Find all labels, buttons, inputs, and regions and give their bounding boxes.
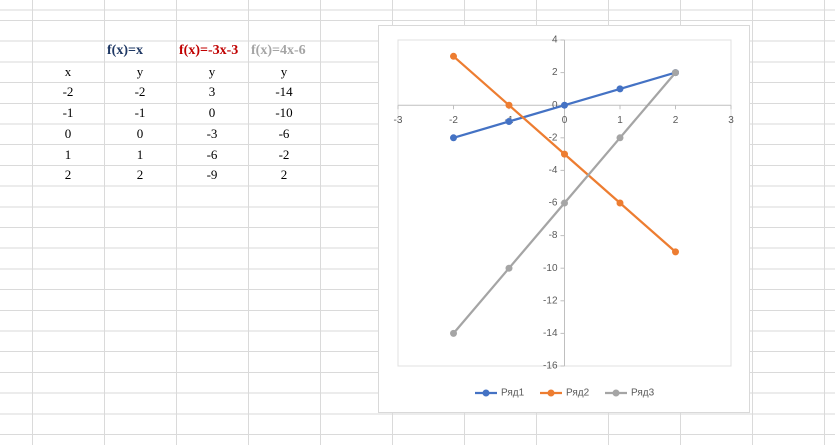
column-label: y bbox=[136, 63, 144, 79]
column-label: y bbox=[208, 63, 216, 79]
data-point bbox=[561, 101, 568, 109]
table-cell: -2 bbox=[62, 84, 74, 100]
table-cell: 1 bbox=[64, 146, 72, 162]
legend-label: Ряд3 bbox=[631, 388, 655, 399]
table-cell: -2 bbox=[278, 146, 290, 162]
x-tick-label: 0 bbox=[562, 115, 568, 126]
legend-marker bbox=[547, 389, 555, 397]
data-point bbox=[450, 134, 457, 142]
column-header: f(x)=4x-6 bbox=[251, 43, 306, 58]
table-cell: 2 bbox=[280, 167, 288, 183]
table-cell: -6 bbox=[278, 125, 290, 141]
table-cell: -6 bbox=[206, 146, 218, 162]
data-point bbox=[616, 199, 624, 207]
table-cell: -2 bbox=[134, 84, 146, 100]
table-cell: 2 bbox=[136, 167, 144, 183]
data-point bbox=[450, 329, 457, 337]
table-cell: 0 bbox=[136, 125, 144, 141]
data-point bbox=[616, 134, 624, 142]
data-point bbox=[616, 85, 624, 93]
y-tick-label: -14 bbox=[543, 328, 558, 339]
x-tick-label: -3 bbox=[394, 115, 403, 126]
table-cell: -9 bbox=[206, 167, 218, 183]
y-tick-label: -8 bbox=[549, 230, 558, 241]
data-point bbox=[505, 264, 513, 272]
column-label: y bbox=[280, 63, 288, 79]
y-tick-label: -10 bbox=[543, 263, 558, 274]
table-cell: 2 bbox=[64, 167, 72, 183]
y-tick-label: 4 bbox=[552, 35, 558, 46]
table-cell: 1 bbox=[136, 146, 144, 162]
y-tick-label: 0 bbox=[552, 100, 558, 111]
table-cell: 0 bbox=[64, 125, 72, 141]
legend-label: Ряд2 bbox=[566, 388, 590, 399]
chart: -16-14-12-10-8-6-4-2024-3-2-10123Ряд1Ряд… bbox=[378, 25, 750, 413]
data-point bbox=[672, 248, 679, 256]
data-point bbox=[450, 52, 457, 60]
data-point bbox=[505, 118, 513, 125]
data-point bbox=[561, 199, 568, 207]
y-tick-label: -2 bbox=[549, 132, 558, 143]
legend-marker bbox=[482, 389, 490, 397]
y-tick-label: 2 bbox=[552, 67, 558, 78]
table-cell: -10 bbox=[275, 105, 293, 121]
table-cell: 3 bbox=[208, 84, 216, 100]
y-tick-label: -6 bbox=[549, 198, 558, 209]
x-tick-label: -2 bbox=[449, 115, 458, 126]
y-tick-label: -4 bbox=[549, 165, 558, 176]
column-header: f(x)=x bbox=[107, 43, 143, 58]
table-cell: -3 bbox=[206, 125, 218, 141]
x-tick-label: 1 bbox=[617, 115, 623, 126]
column-header: f(x)=-3x-3 bbox=[179, 43, 239, 58]
legend-label: Ряд1 bbox=[501, 388, 525, 399]
data-point bbox=[561, 150, 568, 158]
table-cell: -1 bbox=[134, 105, 146, 121]
y-tick-label: -12 bbox=[543, 295, 558, 306]
table-cell: -14 bbox=[275, 84, 293, 100]
x-tick-label: 2 bbox=[673, 115, 679, 126]
x-tick-label: 3 bbox=[728, 115, 734, 126]
legend-marker bbox=[612, 389, 620, 397]
y-tick-label: -16 bbox=[543, 361, 558, 372]
table-cell: 0 bbox=[208, 105, 216, 121]
table-cell: -1 bbox=[62, 105, 74, 121]
data-point bbox=[672, 69, 679, 77]
column-label: x bbox=[64, 63, 72, 79]
data-point bbox=[505, 101, 513, 109]
